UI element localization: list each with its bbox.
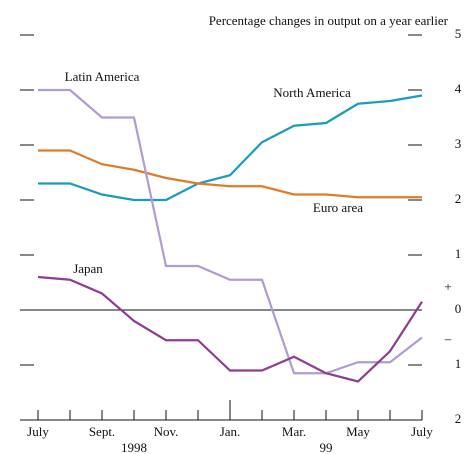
series-label: Japan [73, 261, 103, 276]
series-label: Latin America [65, 69, 140, 84]
y-tick-label: 4 [455, 81, 462, 96]
series-line [38, 94, 423, 202]
year-label: 1998 [121, 440, 147, 454]
x-tick-label: Mar. [282, 424, 306, 439]
y-tick-label: 3 [455, 136, 462, 151]
x-tick-label: July [27, 424, 49, 439]
chart-title: Percentage changes in output on a year e… [209, 13, 449, 28]
y-tick-label: 2 [455, 411, 462, 426]
x-tick-label: Sept. [89, 424, 115, 439]
x-tick-label: Jan. [220, 424, 241, 439]
y-tick-label: 1 [455, 356, 462, 371]
year-label: 99 [320, 440, 333, 454]
sign-label: + [444, 279, 451, 294]
series-line [38, 149, 422, 199]
sign-label: – [444, 331, 452, 346]
y-tick-label: 0 [455, 301, 462, 316]
series-label: North America [273, 85, 351, 100]
series-label: Euro area [313, 200, 363, 215]
y-tick-label: 5 [455, 26, 462, 41]
x-tick-label: Nov. [154, 424, 179, 439]
y-tick-label: 1 [455, 246, 462, 261]
series-line [38, 88, 423, 375]
x-tick-label: May [346, 424, 370, 439]
x-tick-label: July [411, 424, 433, 439]
series-line [37, 275, 423, 383]
y-tick-label: 2 [455, 191, 462, 206]
